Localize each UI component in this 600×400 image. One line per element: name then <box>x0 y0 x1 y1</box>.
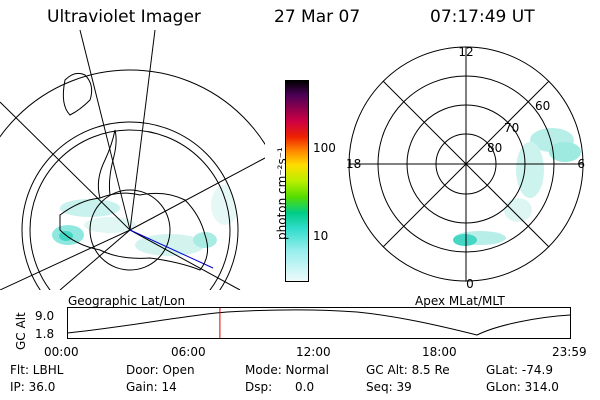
time-display: 07:17:49 UT <box>430 7 535 27</box>
antarctic-peninsula-coastline <box>97 129 117 199</box>
orbit-altitude-plot <box>67 307 571 339</box>
glat-info: GLat: -74.9 <box>486 363 553 377</box>
geographic-map <box>0 30 265 290</box>
seq-info: Seq: 39 <box>366 380 412 394</box>
geographic-map-label: Geographic Lat/Lon <box>68 294 186 308</box>
timeline-xtick-1800: 18:00 <box>422 345 457 359</box>
mlt-line-diagonal <box>382 80 550 248</box>
timeline-xtick-1200: 12:00 <box>296 345 331 359</box>
mlat-label-60: 60 <box>535 99 550 113</box>
colorbar-unit-label: photon cm⁻²s⁻¹ <box>275 147 289 240</box>
timeline-axis-label: GC Alt <box>14 312 28 350</box>
meridian-line <box>129 30 156 231</box>
mlat-label-80: 80 <box>487 141 502 155</box>
timeline-frame <box>67 307 571 339</box>
ip-info: IP: 36.0 <box>10 380 56 394</box>
polar-plot-label: Apex MLat/MLT <box>415 294 505 308</box>
antarctica-coastline <box>59 192 209 271</box>
altitude-curve <box>67 309 571 336</box>
timeline-xtick-0600: 06:00 <box>171 345 206 359</box>
latitude-circle <box>89 189 171 271</box>
meridian-line <box>59 229 131 290</box>
color-scale-bar <box>285 80 309 282</box>
glon-info: GLon: 314.0 <box>486 380 559 394</box>
meridian-line <box>129 229 241 290</box>
aurora-emission-polar <box>453 128 581 246</box>
latitude-circle <box>29 129 231 290</box>
timeline-xtick-0000: 00:00 <box>44 345 79 359</box>
timeline-xtick-2359: 23:59 <box>552 345 587 359</box>
app-title: Ultraviolet Imager <box>47 7 201 27</box>
dsp-info: Dsp: 0.0 <box>245 380 315 394</box>
timeline-ytick-9: 9.0 <box>35 309 55 323</box>
mlt-label-12: 12 <box>458 45 473 59</box>
local-noon-meridian <box>129 229 214 269</box>
colorbar-tick-10: 10 <box>313 229 329 243</box>
south-america-coastline <box>62 72 93 116</box>
meridian-line <box>79 30 131 231</box>
mlt-label-18: 18 <box>346 157 361 171</box>
meridian-line <box>129 157 265 231</box>
door-info: Door: Open <box>126 363 195 377</box>
gain-info: Gain: 14 <box>126 380 177 394</box>
mlt-label-6: 6 <box>577 157 585 171</box>
timeline-ytick-1-8: 1.8 <box>35 327 55 341</box>
date-display: 27 Mar 07 <box>274 7 361 27</box>
aurora-emission-geo <box>52 162 238 256</box>
mlt-label-0: 0 <box>466 277 474 290</box>
colorbar-tick-100: 100 <box>313 141 336 155</box>
mode-info: Mode: Normal <box>245 363 329 377</box>
meridian-line <box>0 229 131 290</box>
gc-alt-info: GC Alt: 8.5 Re <box>366 363 450 377</box>
map-boundary-circle <box>21 121 239 290</box>
mlat-label-70: 70 <box>504 121 519 135</box>
meridian-line <box>0 101 131 231</box>
filter-info: Flt: LBHL <box>10 363 64 377</box>
polar-mlat-mlt-plot: 12 6 0 18 80 70 60 <box>346 45 585 290</box>
latitude-circle <box>0 69 265 146</box>
